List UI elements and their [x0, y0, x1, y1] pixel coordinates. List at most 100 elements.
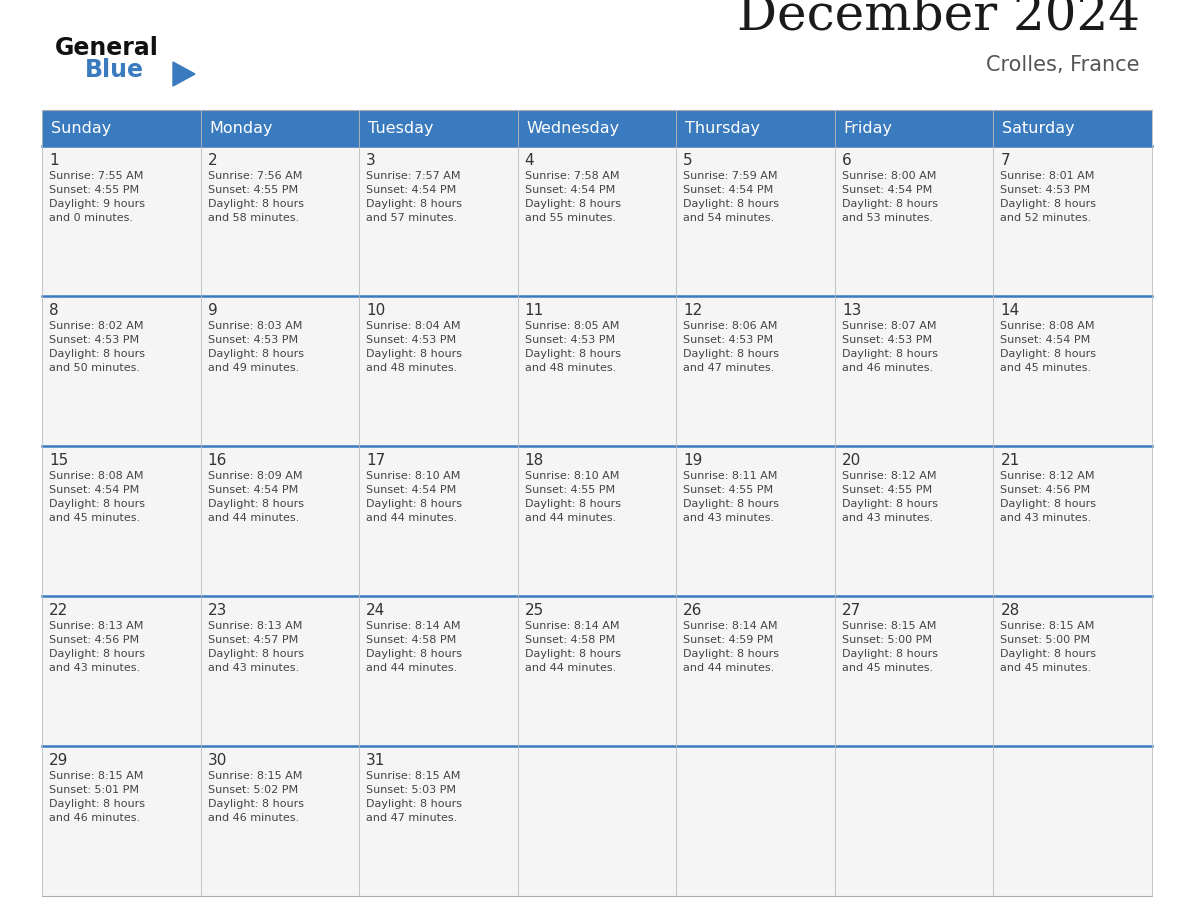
Text: Sunrise: 7:59 AM: Sunrise: 7:59 AM: [683, 171, 778, 181]
Text: and 44 minutes.: and 44 minutes.: [208, 513, 299, 523]
Text: 17: 17: [366, 453, 385, 468]
Text: Sunrise: 8:09 AM: Sunrise: 8:09 AM: [208, 471, 302, 481]
Text: 20: 20: [842, 453, 861, 468]
Text: Sunrise: 8:05 AM: Sunrise: 8:05 AM: [525, 321, 619, 331]
Text: Daylight: 8 hours: Daylight: 8 hours: [683, 199, 779, 209]
Text: Daylight: 8 hours: Daylight: 8 hours: [49, 349, 145, 359]
Text: 21: 21: [1000, 453, 1019, 468]
Text: 12: 12: [683, 303, 702, 318]
Text: Sunset: 4:53 PM: Sunset: 4:53 PM: [366, 335, 456, 345]
Text: 25: 25: [525, 603, 544, 618]
Text: Daylight: 8 hours: Daylight: 8 hours: [366, 199, 462, 209]
Text: 11: 11: [525, 303, 544, 318]
Text: Sunset: 4:59 PM: Sunset: 4:59 PM: [683, 635, 773, 645]
Text: Sunset: 5:01 PM: Sunset: 5:01 PM: [49, 785, 139, 795]
Text: Sunrise: 8:15 AM: Sunrise: 8:15 AM: [208, 771, 302, 781]
Text: Daylight: 8 hours: Daylight: 8 hours: [366, 649, 462, 659]
Text: Daylight: 8 hours: Daylight: 8 hours: [683, 499, 779, 509]
Text: Tuesday: Tuesday: [368, 120, 434, 136]
Text: Sunrise: 8:13 AM: Sunrise: 8:13 AM: [208, 621, 302, 631]
Bar: [42, 110, 1152, 146]
Text: Sunset: 4:53 PM: Sunset: 4:53 PM: [683, 335, 773, 345]
Text: 14: 14: [1000, 303, 1019, 318]
Text: 26: 26: [683, 603, 702, 618]
Text: Daylight: 8 hours: Daylight: 8 hours: [683, 649, 779, 659]
Polygon shape: [173, 62, 195, 86]
Text: and 47 minutes.: and 47 minutes.: [683, 363, 775, 373]
Text: Daylight: 8 hours: Daylight: 8 hours: [208, 799, 304, 809]
Text: Sunrise: 8:11 AM: Sunrise: 8:11 AM: [683, 471, 778, 481]
Text: and 50 minutes.: and 50 minutes.: [49, 363, 140, 373]
Text: 5: 5: [683, 153, 693, 168]
Text: Daylight: 8 hours: Daylight: 8 hours: [1000, 499, 1097, 509]
Text: 2: 2: [208, 153, 217, 168]
Text: Daylight: 9 hours: Daylight: 9 hours: [49, 199, 145, 209]
Text: Blue: Blue: [86, 58, 144, 82]
Text: Sunset: 4:54 PM: Sunset: 4:54 PM: [1000, 335, 1091, 345]
Text: Daylight: 8 hours: Daylight: 8 hours: [49, 649, 145, 659]
Text: Daylight: 8 hours: Daylight: 8 hours: [842, 199, 937, 209]
Text: Sunrise: 8:15 AM: Sunrise: 8:15 AM: [49, 771, 144, 781]
Text: 27: 27: [842, 603, 861, 618]
Text: Sunset: 4:55 PM: Sunset: 4:55 PM: [525, 485, 615, 495]
Text: Sunrise: 8:15 AM: Sunrise: 8:15 AM: [366, 771, 461, 781]
Text: Sunrise: 8:14 AM: Sunrise: 8:14 AM: [525, 621, 619, 631]
Text: and 53 minutes.: and 53 minutes.: [842, 213, 933, 223]
Text: Sunrise: 8:00 AM: Sunrise: 8:00 AM: [842, 171, 936, 181]
Text: Sunrise: 8:08 AM: Sunrise: 8:08 AM: [49, 471, 144, 481]
Text: and 44 minutes.: and 44 minutes.: [366, 513, 457, 523]
Text: 8: 8: [49, 303, 58, 318]
Text: and 44 minutes.: and 44 minutes.: [525, 513, 615, 523]
Text: and 43 minutes.: and 43 minutes.: [208, 663, 298, 673]
Text: Sunset: 4:54 PM: Sunset: 4:54 PM: [842, 185, 933, 195]
Text: Sunset: 4:53 PM: Sunset: 4:53 PM: [1000, 185, 1091, 195]
Text: Daylight: 8 hours: Daylight: 8 hours: [366, 349, 462, 359]
Text: Daylight: 8 hours: Daylight: 8 hours: [1000, 649, 1097, 659]
Text: Sunday: Sunday: [51, 120, 112, 136]
Text: and 44 minutes.: and 44 minutes.: [525, 663, 615, 673]
Text: and 45 minutes.: and 45 minutes.: [1000, 363, 1092, 373]
Text: and 46 minutes.: and 46 minutes.: [49, 813, 140, 823]
Text: and 55 minutes.: and 55 minutes.: [525, 213, 615, 223]
Text: Sunrise: 8:03 AM: Sunrise: 8:03 AM: [208, 321, 302, 331]
Text: Sunset: 4:55 PM: Sunset: 4:55 PM: [49, 185, 139, 195]
Text: Monday: Monday: [209, 120, 273, 136]
Text: Saturday: Saturday: [1003, 120, 1075, 136]
Text: 7: 7: [1000, 153, 1010, 168]
Text: and 48 minutes.: and 48 minutes.: [525, 363, 615, 373]
Text: Daylight: 8 hours: Daylight: 8 hours: [1000, 199, 1097, 209]
Text: and 46 minutes.: and 46 minutes.: [208, 813, 298, 823]
Text: Sunset: 4:58 PM: Sunset: 4:58 PM: [366, 635, 456, 645]
Text: 29: 29: [49, 753, 69, 768]
Text: 10: 10: [366, 303, 385, 318]
Text: 15: 15: [49, 453, 68, 468]
Text: December 2024: December 2024: [737, 0, 1140, 40]
Text: Sunset: 5:00 PM: Sunset: 5:00 PM: [842, 635, 931, 645]
Text: Daylight: 8 hours: Daylight: 8 hours: [842, 499, 937, 509]
Text: Sunset: 4:56 PM: Sunset: 4:56 PM: [1000, 485, 1091, 495]
Text: and 43 minutes.: and 43 minutes.: [683, 513, 775, 523]
Text: and 46 minutes.: and 46 minutes.: [842, 363, 933, 373]
Text: Sunrise: 7:55 AM: Sunrise: 7:55 AM: [49, 171, 144, 181]
Text: 31: 31: [366, 753, 386, 768]
Text: Sunset: 5:02 PM: Sunset: 5:02 PM: [208, 785, 298, 795]
Bar: [42, 446, 1152, 596]
Text: Crolles, France: Crolles, France: [986, 55, 1140, 75]
Text: 16: 16: [208, 453, 227, 468]
Text: and 45 minutes.: and 45 minutes.: [842, 663, 933, 673]
Text: Sunrise: 8:10 AM: Sunrise: 8:10 AM: [366, 471, 461, 481]
Text: Sunrise: 8:13 AM: Sunrise: 8:13 AM: [49, 621, 144, 631]
Text: 3: 3: [366, 153, 375, 168]
Text: and 57 minutes.: and 57 minutes.: [366, 213, 457, 223]
Text: Sunset: 4:53 PM: Sunset: 4:53 PM: [525, 335, 615, 345]
Text: Daylight: 8 hours: Daylight: 8 hours: [842, 649, 937, 659]
Text: Sunrise: 8:15 AM: Sunrise: 8:15 AM: [842, 621, 936, 631]
Text: and 48 minutes.: and 48 minutes.: [366, 363, 457, 373]
Text: and 44 minutes.: and 44 minutes.: [683, 663, 775, 673]
Bar: [42, 146, 1152, 296]
Text: Sunrise: 8:04 AM: Sunrise: 8:04 AM: [366, 321, 461, 331]
Text: General: General: [55, 36, 159, 60]
Text: Sunset: 4:54 PM: Sunset: 4:54 PM: [683, 185, 773, 195]
Text: and 58 minutes.: and 58 minutes.: [208, 213, 298, 223]
Text: Sunset: 4:53 PM: Sunset: 4:53 PM: [49, 335, 139, 345]
